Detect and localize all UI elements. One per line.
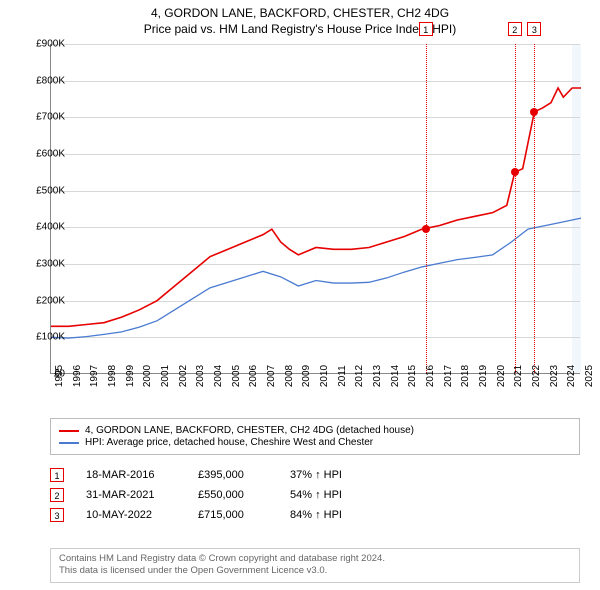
marker-vline	[515, 44, 516, 373]
footer-line: Contains HM Land Registry data © Crown c…	[59, 553, 571, 565]
y-axis-label: £500K	[20, 185, 65, 196]
marker-box: 1	[419, 22, 433, 36]
x-axis-label: 2016	[425, 365, 436, 387]
x-axis-label: 2004	[213, 365, 224, 387]
marker-vline	[534, 44, 535, 373]
x-axis-label: 2015	[407, 365, 418, 387]
x-axis-label: 2019	[478, 365, 489, 387]
y-axis-label: £900K	[20, 39, 65, 50]
legend-swatch-icon	[59, 442, 79, 444]
x-axis-label: 2021	[513, 365, 524, 387]
x-axis-label: 2025	[584, 365, 595, 387]
y-axis-label: £100K	[20, 332, 65, 343]
sale-row: 3 10-MAY-2022 £715,000 84% ↑ HPI	[50, 508, 342, 522]
x-axis-label: 1996	[72, 365, 83, 387]
x-axis-label: 2008	[284, 365, 295, 387]
sale-delta: 84% ↑ HPI	[290, 509, 342, 521]
marker-dot-icon	[422, 225, 430, 233]
footer-box: Contains HM Land Registry data © Crown c…	[50, 548, 580, 583]
sale-row: 1 18-MAR-2016 £395,000 37% ↑ HPI	[50, 468, 342, 482]
x-axis-label: 2022	[531, 365, 542, 387]
x-axis-label: 2006	[248, 365, 259, 387]
x-axis-label: 1999	[125, 365, 136, 387]
marker-box: 3	[527, 22, 541, 36]
x-axis-label: 2005	[231, 365, 242, 387]
x-axis-label: 2024	[566, 365, 577, 387]
legend-label: HPI: Average price, detached house, Ches…	[85, 437, 373, 448]
x-axis-label: 2011	[337, 365, 348, 387]
title-address: 4, GORDON LANE, BACKFORD, CHESTER, CH2 4…	[0, 6, 600, 22]
legend-box: 4, GORDON LANE, BACKFORD, CHESTER, CH2 4…	[50, 418, 580, 455]
chart-plot-area: 123	[50, 44, 580, 374]
x-axis-label: 2000	[142, 365, 153, 387]
x-axis-label: 1995	[54, 365, 65, 387]
sale-date: 31-MAR-2021	[86, 489, 176, 501]
sale-date: 18-MAR-2016	[86, 469, 176, 481]
sale-price: £550,000	[198, 489, 268, 501]
x-axis-label: 2007	[266, 365, 277, 387]
chart-container: 4, GORDON LANE, BACKFORD, CHESTER, CH2 4…	[0, 0, 600, 590]
marker-dot-icon	[530, 108, 538, 116]
x-axis-label: 2012	[354, 365, 365, 387]
sale-price: £715,000	[198, 509, 268, 521]
legend-swatch-icon	[59, 430, 79, 432]
y-axis-label: £600K	[20, 149, 65, 160]
sale-marker-box: 2	[50, 488, 64, 502]
sale-date: 10-MAY-2022	[86, 509, 176, 521]
marker-box: 2	[508, 22, 522, 36]
marker-vline	[426, 44, 427, 373]
x-axis-label: 2001	[160, 365, 171, 387]
x-axis-label: 2017	[443, 365, 454, 387]
chart-svg	[51, 44, 580, 373]
sales-table: 1 18-MAR-2016 £395,000 37% ↑ HPI 2 31-MAR-202…	[50, 462, 342, 528]
x-axis-label: 2010	[319, 365, 330, 387]
x-axis-label: 2009	[301, 365, 312, 387]
x-axis-label: 2002	[178, 365, 189, 387]
y-axis-label: £800K	[20, 75, 65, 86]
legend-row: 4, GORDON LANE, BACKFORD, CHESTER, CH2 4…	[59, 425, 571, 436]
x-axis-label: 1997	[89, 365, 100, 387]
x-axis-label: 2020	[496, 365, 507, 387]
x-axis-label: 2003	[195, 365, 206, 387]
legend-row: HPI: Average price, detached house, Ches…	[59, 437, 571, 448]
series-price_paid	[51, 88, 581, 326]
footer-line: This data is licensed under the Open Gov…	[59, 565, 571, 577]
sale-delta: 54% ↑ HPI	[290, 489, 342, 501]
x-axis-label: 1998	[107, 365, 118, 387]
y-axis-label: £300K	[20, 259, 65, 270]
legend-label: 4, GORDON LANE, BACKFORD, CHESTER, CH2 4…	[85, 425, 414, 436]
sale-marker-box: 1	[50, 468, 64, 482]
x-axis-label: 2023	[549, 365, 560, 387]
x-axis-label: 2018	[460, 365, 471, 387]
y-axis-label: £700K	[20, 112, 65, 123]
sale-price: £395,000	[198, 469, 268, 481]
y-axis-label: £400K	[20, 222, 65, 233]
sale-row: 2 31-MAR-2021 £550,000 54% ↑ HPI	[50, 488, 342, 502]
x-axis-label: 2014	[390, 365, 401, 387]
y-axis-label: £200K	[20, 295, 65, 306]
x-axis-label: 2013	[372, 365, 383, 387]
sale-marker-box: 3	[50, 508, 64, 522]
marker-dot-icon	[511, 168, 519, 176]
series-hpi	[51, 218, 581, 338]
sale-delta: 37% ↑ HPI	[290, 469, 342, 481]
